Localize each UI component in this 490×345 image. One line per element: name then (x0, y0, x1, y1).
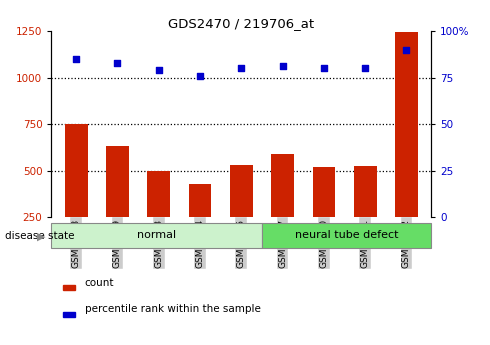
Bar (63, 312, 75, 317)
Text: disease state: disease state (5, 231, 74, 241)
Bar (354, 166, 376, 264)
Point (238, 66, 245, 71)
FancyBboxPatch shape (262, 223, 431, 248)
Point (320, 66, 328, 71)
Bar (395, 32, 418, 264)
Point (73, 56, 80, 62)
Point (196, 73, 204, 79)
Text: neural tube defect: neural tube defect (295, 230, 398, 240)
Bar (189, 184, 211, 264)
Bar (106, 146, 129, 264)
Point (402, 47, 410, 52)
Text: count: count (85, 278, 114, 288)
Point (114, 60, 122, 66)
Bar (271, 154, 294, 264)
Point (361, 66, 369, 71)
Text: normal: normal (137, 230, 176, 240)
Bar (147, 171, 170, 264)
Point (155, 67, 163, 73)
Bar (65, 124, 88, 264)
Title: GDS2470 / 219706_at: GDS2470 / 219706_at (168, 17, 315, 30)
Text: percentile rank within the sample: percentile rank within the sample (85, 304, 261, 314)
Text: ▶: ▶ (37, 231, 46, 241)
Bar (230, 165, 253, 264)
Bar (63, 285, 75, 290)
Bar (313, 167, 335, 264)
Point (279, 64, 287, 69)
FancyBboxPatch shape (51, 223, 262, 248)
